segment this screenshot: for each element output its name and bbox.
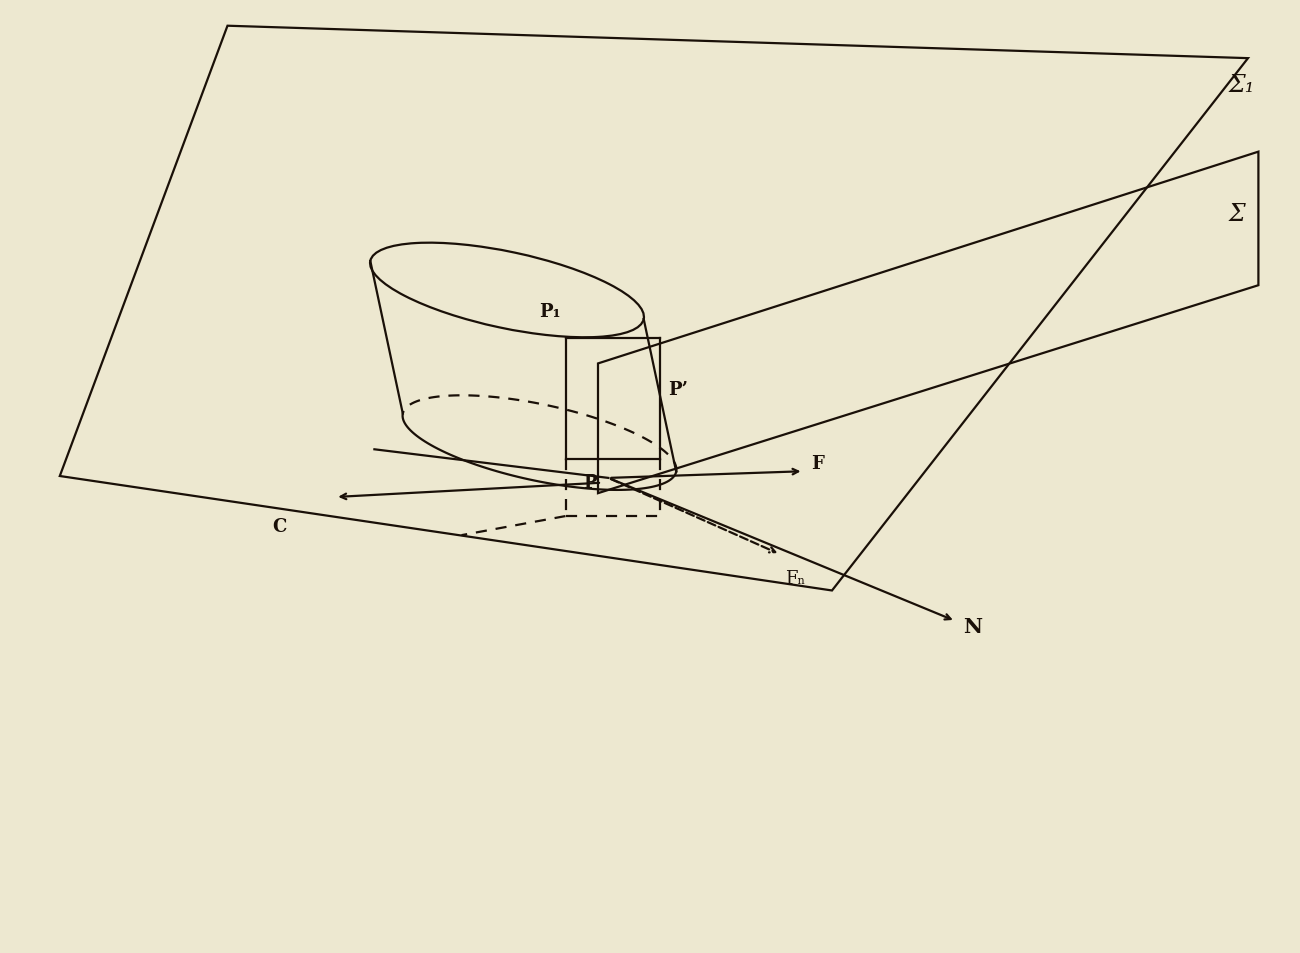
Text: P’: P’	[668, 381, 689, 399]
Text: Σ: Σ	[1228, 203, 1245, 226]
Text: Fₙ: Fₙ	[785, 570, 805, 588]
Text: C: C	[272, 517, 286, 535]
Text: N: N	[963, 617, 983, 637]
Text: Σ₁: Σ₁	[1228, 74, 1254, 97]
Text: F: F	[811, 455, 824, 473]
Text: P: P	[582, 474, 597, 492]
Text: P₁: P₁	[540, 302, 560, 320]
